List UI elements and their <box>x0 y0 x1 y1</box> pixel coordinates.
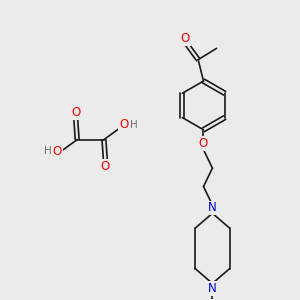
Text: N: N <box>208 282 217 295</box>
Text: O: O <box>71 106 80 119</box>
Text: O: O <box>119 118 128 131</box>
Text: O: O <box>199 137 208 150</box>
Text: O: O <box>181 32 190 45</box>
Text: N: N <box>208 202 217 214</box>
Text: O: O <box>101 160 110 173</box>
Text: H: H <box>130 120 137 130</box>
Text: O: O <box>52 145 62 158</box>
Text: H: H <box>44 146 52 157</box>
